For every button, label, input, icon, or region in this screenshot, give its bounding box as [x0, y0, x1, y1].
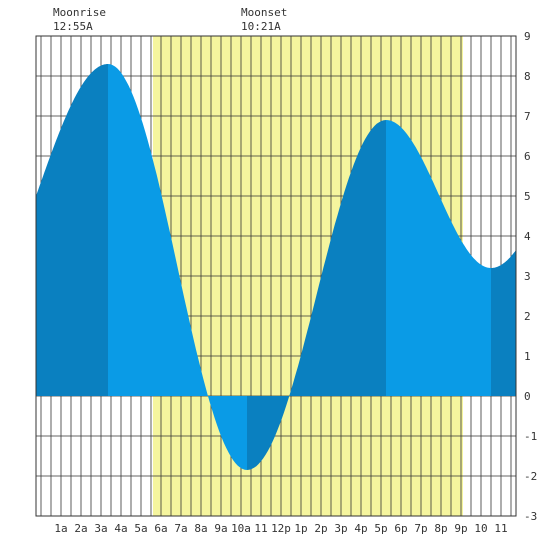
y-tick-label: 9 [524, 30, 531, 43]
y-tick-label: -2 [524, 470, 537, 483]
x-tick-label: 8a [194, 522, 207, 535]
y-tick-label: 1 [524, 350, 531, 363]
moonrise-label: Moonrise [53, 6, 106, 19]
x-tick-label: 7p [414, 522, 427, 535]
y-tick-label: 6 [524, 150, 531, 163]
y-tick-label: -3 [524, 510, 537, 523]
x-tick-label: 9a [214, 522, 227, 535]
x-tick-label: 5p [374, 522, 387, 535]
x-tick-label: 1a [54, 522, 67, 535]
x-tick-label: 6p [394, 522, 407, 535]
tide-falling-area [386, 120, 491, 396]
x-tick-label: 3a [94, 522, 107, 535]
x-axis-ticks: 1a 2a 3a 4a 5a 6a 7a 8a 9a 10a 11 12p 1p 2p 3p 4p 5p 6p 7p… [54, 522, 507, 535]
y-tick-label: 3 [524, 270, 531, 283]
x-tick-label: 3p [334, 522, 347, 535]
tide-series [35, 35, 517, 517]
plot-frame [35, 35, 517, 517]
x-tick-label: 4a [114, 522, 127, 535]
x-tick-label: 5a [134, 522, 147, 535]
tide-rising-area [36, 64, 108, 396]
moonset-time: 10:21A [241, 20, 281, 33]
moonset-label: Moonset [241, 6, 287, 19]
y-tick-label: 2 [524, 310, 531, 323]
y-tick-label: 4 [524, 230, 531, 243]
x-tick-label: 2a [74, 522, 87, 535]
x-tick-label: 8p [434, 522, 447, 535]
y-tick-label: 5 [524, 190, 531, 203]
y-tick-label: 7 [524, 110, 531, 123]
x-tick-label: 7a [174, 522, 187, 535]
x-tick-label: 2p [314, 522, 327, 535]
x-tick-label: 6a [154, 522, 167, 535]
x-tick-label: 10 [474, 522, 487, 535]
y-tick-label: -1 [524, 430, 537, 443]
tide-rising-area [247, 120, 386, 470]
moonrise-time: 12:55A [53, 20, 93, 33]
tide-rising-area [491, 250, 516, 396]
x-tick-label: 10a [231, 522, 251, 535]
y-axis-ticks: -3 -2 -1 0 1 2 3 4 5 6 7 8 9 [524, 30, 537, 523]
x-tick-label: 9p [454, 522, 467, 535]
x-tick-label: 11 [494, 522, 507, 535]
x-tick-label: 11 [254, 522, 267, 535]
tide-falling-area [108, 64, 247, 470]
x-tick-label: 12p [271, 522, 291, 535]
y-tick-label: 0 [524, 390, 531, 403]
x-tick-label: 1p [294, 522, 307, 535]
x-tick-label: 4p [354, 522, 367, 535]
y-tick-label: 8 [524, 70, 531, 83]
